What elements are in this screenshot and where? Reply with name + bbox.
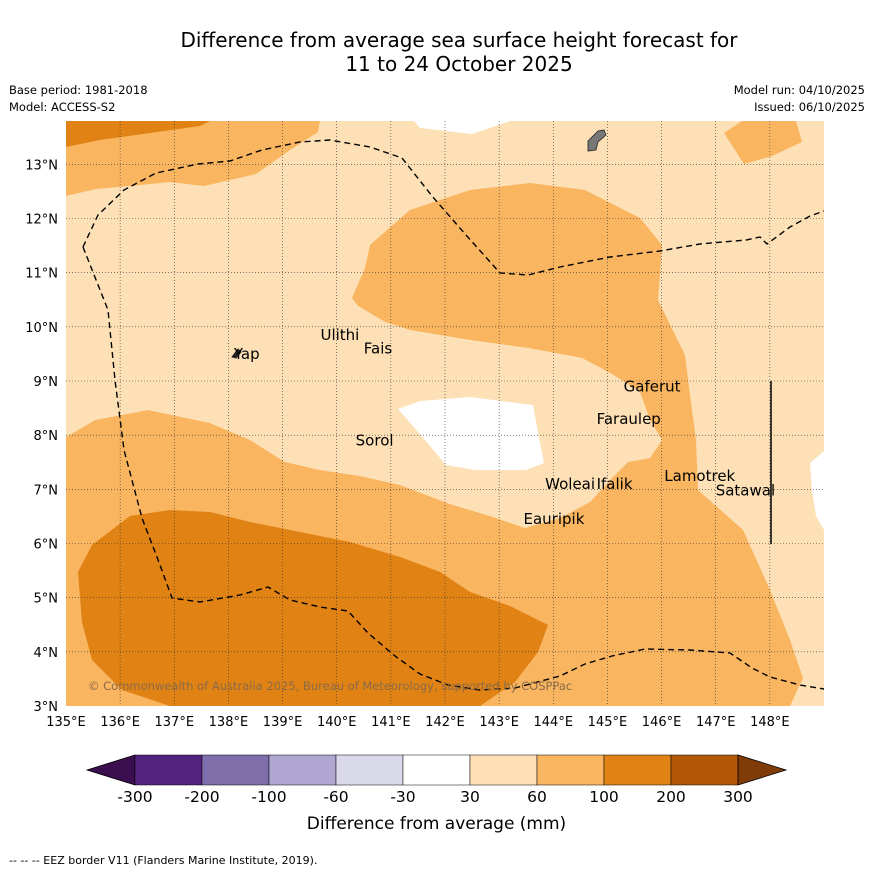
colorbar-tick-label: -200 bbox=[184, 788, 220, 806]
issued-date: Issued: 06/10/2025 bbox=[754, 100, 865, 114]
band-60-100-nw bbox=[66, 121, 320, 196]
colorbar-segment bbox=[670, 754, 739, 786]
colorbar-tick-label: -60 bbox=[323, 788, 349, 806]
lon-tick-label: 145°E bbox=[588, 715, 628, 730]
place-label-faraulep: Faraulep bbox=[597, 410, 661, 428]
colorbar-tick-label: 200 bbox=[656, 788, 686, 806]
colorbar-tick-label: 100 bbox=[589, 788, 619, 806]
lat-tick-label: 5°N bbox=[34, 592, 59, 607]
colorbar-extend-low bbox=[85, 754, 136, 786]
lon-tick-label: 147°E bbox=[696, 715, 736, 730]
place-label-woleai: Woleai bbox=[545, 475, 595, 493]
lon-tick-label: 138°E bbox=[209, 715, 249, 730]
band-30-60-mid bbox=[66, 306, 662, 528]
colorbar-segment bbox=[469, 754, 538, 786]
lon-tick-label: 142°E bbox=[425, 715, 465, 730]
place-label-sorol: Sorol bbox=[356, 432, 394, 450]
place-label-satawal: Satawal bbox=[716, 481, 775, 499]
lat-tick-label: 9°N bbox=[34, 375, 59, 390]
band-60-100-ne bbox=[724, 121, 802, 164]
colorbar-segment bbox=[536, 754, 605, 786]
graticule bbox=[66, 121, 824, 706]
place-label-lamotrek: Lamotrek bbox=[664, 467, 735, 485]
lon-tick-label: 143°E bbox=[479, 715, 519, 730]
lon-tick-label: 146°E bbox=[642, 715, 682, 730]
guam-island-shape bbox=[587, 129, 607, 152]
title-line-2: 11 to 24 October 2025 bbox=[345, 52, 573, 76]
chart-title: Difference from average sea surface heig… bbox=[0, 28, 873, 76]
place-label-ifalik: Ifalik bbox=[597, 475, 633, 493]
model-run: Model run: 04/10/2025 bbox=[733, 83, 865, 97]
yap-island-shape bbox=[231, 348, 242, 359]
colorbar-tick-label: 60 bbox=[527, 788, 547, 806]
lat-tick-label: 11°N bbox=[25, 267, 58, 282]
lat-tick-label: 10°N bbox=[25, 321, 58, 336]
colorbar-segment bbox=[201, 754, 270, 786]
colorbar-tick-label: -30 bbox=[390, 788, 416, 806]
band-neutral-east bbox=[810, 451, 824, 530]
footer-note: -- -- -- EEZ border V11 (Flanders Marine… bbox=[9, 854, 318, 867]
colorbar-label: Difference from average (mm) bbox=[306, 814, 567, 834]
lat-tick-label: 13°N bbox=[25, 158, 58, 173]
colorbar-tick-label: -300 bbox=[117, 788, 153, 806]
lon-tick-label: 140°E bbox=[317, 715, 357, 730]
base-period: Base period: 1981-2018 bbox=[9, 83, 148, 97]
lon-tick-label: 141°E bbox=[371, 715, 411, 730]
band-100-200-south bbox=[78, 510, 548, 706]
place-label-yap: Yap bbox=[233, 345, 260, 363]
meta-left: Base period: 1981-2018 Model: ACCESS-S2 bbox=[9, 82, 148, 116]
place-label-ulithi: Ulithi bbox=[320, 326, 359, 344]
colorbar-tick-label: 30 bbox=[460, 788, 480, 806]
lat-tick-label: 7°N bbox=[34, 483, 59, 498]
colorbar-tick-label: -100 bbox=[251, 788, 287, 806]
colorbar-segment bbox=[134, 754, 203, 786]
meta-right: Model run: 04/10/2025 Issued: 06/10/2025 bbox=[734, 82, 865, 116]
colorbar-segment bbox=[268, 754, 337, 786]
lat-tick-label: 3°N bbox=[34, 700, 59, 715]
colorbar-tick-label: 300 bbox=[723, 788, 753, 806]
lat-tick-label: 12°N bbox=[25, 213, 58, 228]
place-labels: Yap Ulithi Fais Gaferut Faraulep Sorol Woleai I… bbox=[233, 326, 775, 528]
band-neutral-north bbox=[414, 121, 510, 134]
lon-tick-label: 137°E bbox=[155, 715, 195, 730]
colorbar bbox=[85, 754, 788, 786]
lon-tick-label: 135°E bbox=[46, 715, 86, 730]
lon-tick-label: 144°E bbox=[534, 715, 574, 730]
eez-border-north bbox=[82, 139, 825, 276]
band-neutral-center bbox=[398, 397, 544, 470]
lon-tick-label: 148°E bbox=[750, 715, 790, 730]
lon-tick-label: 139°E bbox=[263, 715, 303, 730]
axis-labels: 13°N 12°N 11°N 10°N 9°N 8°N 7°N 6°N 5°N 4°N 3°N135… bbox=[25, 158, 789, 730]
colorbar-extend-high bbox=[737, 754, 788, 786]
place-label-gaferut: Gaferut bbox=[624, 377, 681, 395]
title-line-1: Difference from average sea surface heig… bbox=[180, 28, 738, 52]
model-name: Model: ACCESS-S2 bbox=[9, 100, 116, 114]
colorbar-segment bbox=[335, 754, 404, 786]
lat-tick-label: 4°N bbox=[34, 646, 59, 661]
place-label-fais: Fais bbox=[364, 340, 393, 358]
place-label-eauripik: Eauripik bbox=[524, 510, 585, 528]
lat-tick-label: 6°N bbox=[34, 538, 59, 553]
eez-border-south bbox=[82, 246, 825, 691]
lon-tick-label: 136°E bbox=[100, 715, 140, 730]
copyright-note: © Commonwealth of Australia 2025, Bureau… bbox=[88, 679, 573, 693]
lat-tick-label: 8°N bbox=[34, 429, 59, 444]
colorbar-segment bbox=[402, 754, 471, 786]
colorbar-segment bbox=[603, 754, 672, 786]
